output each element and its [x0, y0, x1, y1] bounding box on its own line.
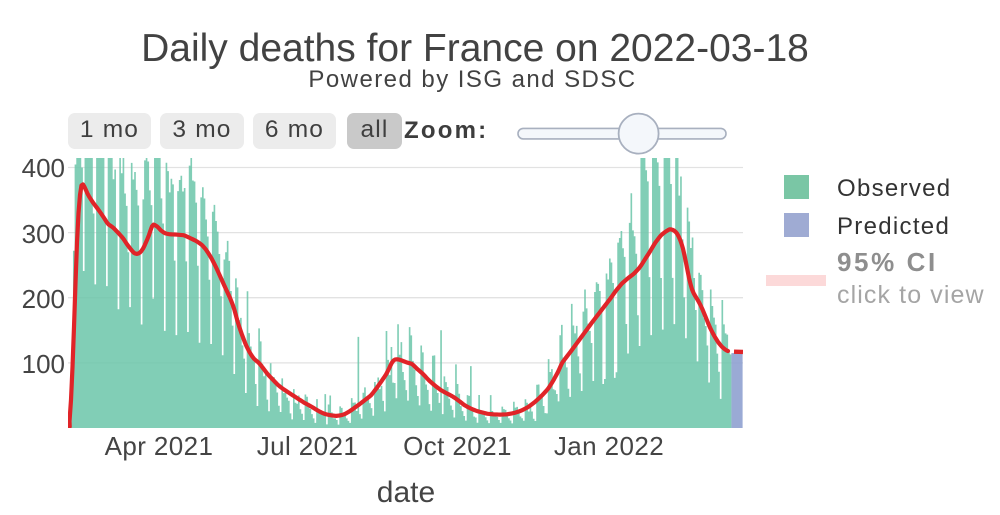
svg-text:Jul 2021: Jul 2021 — [257, 431, 359, 461]
svg-text:Observed: Observed — [837, 175, 951, 202]
svg-text:400: 400 — [22, 153, 65, 183]
svg-text:Predicted: Predicted — [837, 213, 950, 240]
svg-text:Jan 2022: Jan 2022 — [554, 431, 664, 461]
svg-text:200: 200 — [22, 284, 65, 314]
svg-text:Powered by ISG and SDSC: Powered by ISG and SDSC — [308, 66, 636, 93]
svg-text:100: 100 — [22, 349, 65, 379]
svg-text:date: date — [377, 476, 435, 509]
svg-text:Apr 2021: Apr 2021 — [105, 431, 214, 461]
svg-text:95% CI: 95% CI — [837, 247, 938, 277]
svg-text:300: 300 — [22, 219, 65, 249]
svg-text:Daily deaths for France on 202: Daily deaths for France on 2022-03-18 — [141, 27, 809, 70]
svg-text:click to view: click to view — [837, 281, 985, 309]
svg-text:Oct 2021: Oct 2021 — [403, 431, 512, 461]
